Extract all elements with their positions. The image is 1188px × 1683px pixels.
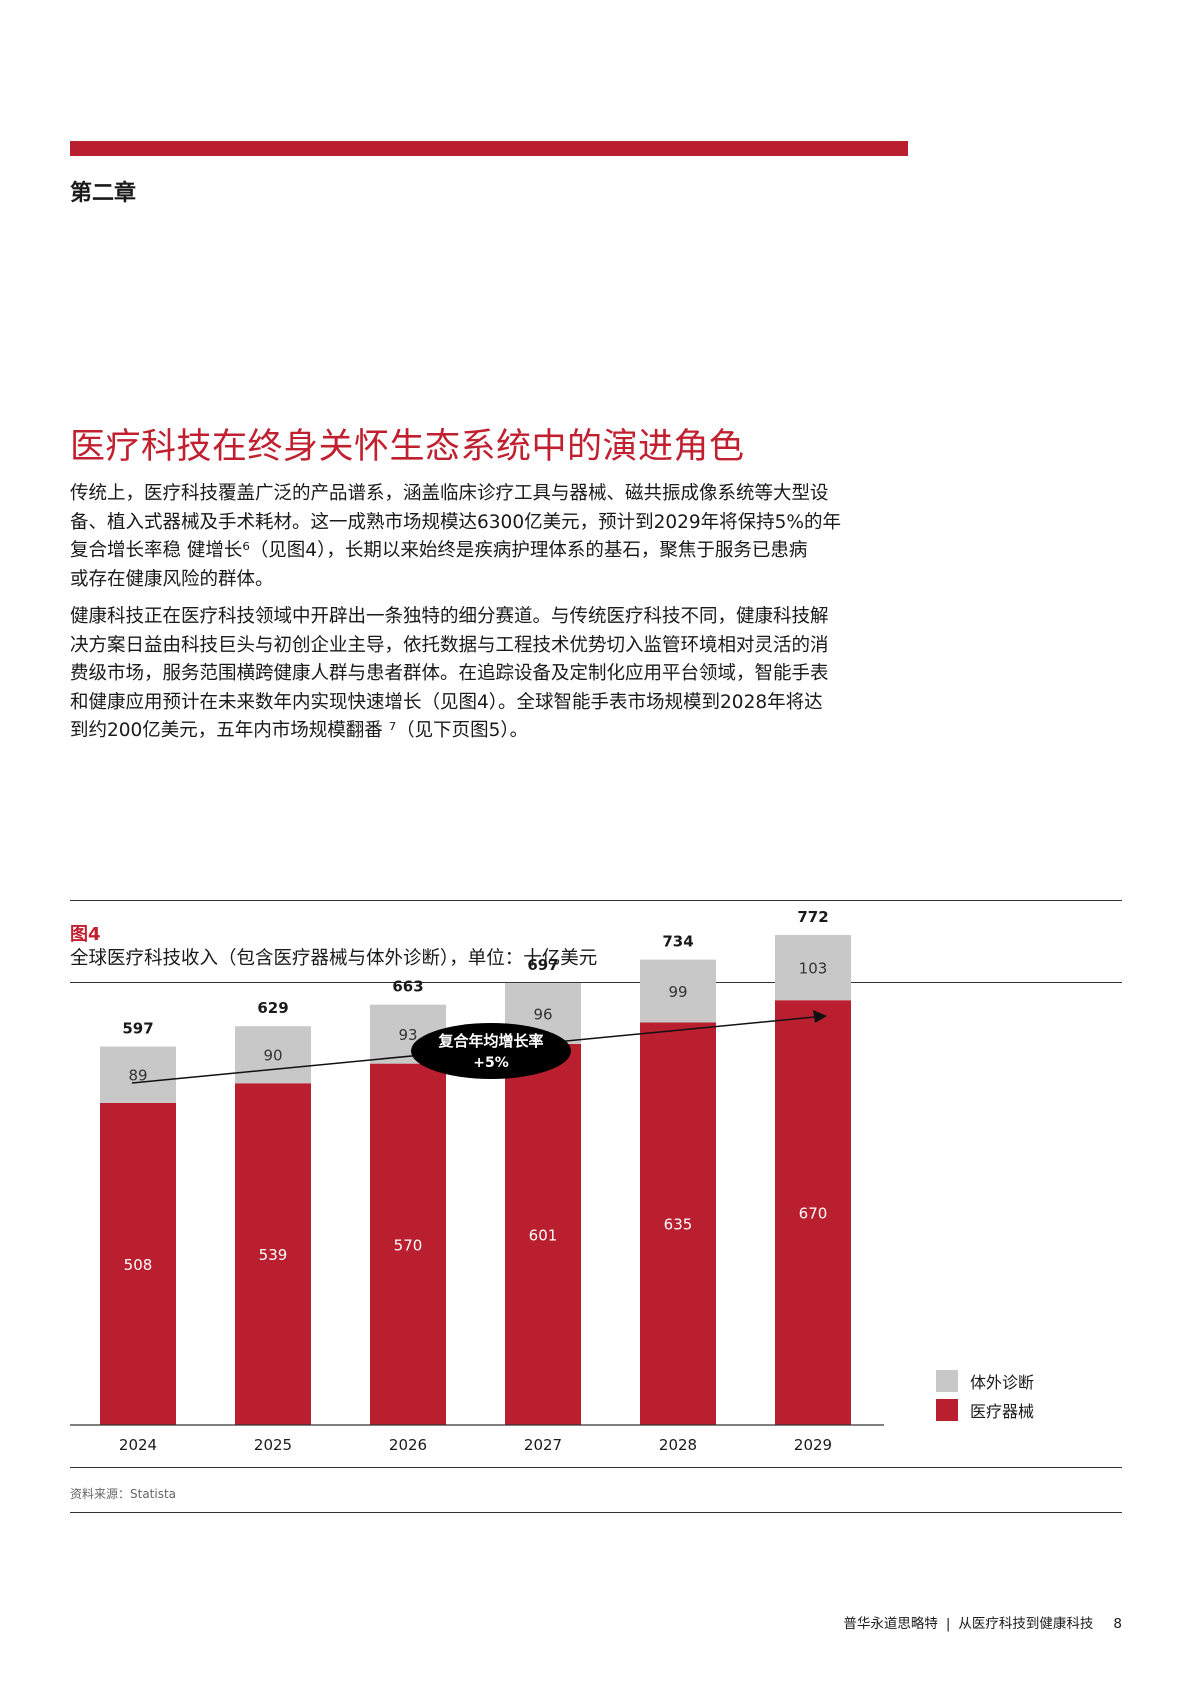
paragraph-line: 决方案日益由科技巨头与初创企业主导，依托数据与工程技术优势切入监管环境相对灵活的… <box>70 634 829 656</box>
bar-total-label: 597 <box>122 1020 153 1038</box>
bar-total-label: 629 <box>257 999 288 1017</box>
bar-label-ivd: 103 <box>799 960 828 978</box>
footer-separator: | <box>945 1616 951 1632</box>
source-top-rule <box>70 1467 1122 1468</box>
x-tick-label: 2028 <box>659 1436 697 1454</box>
bar-devices <box>100 1102 176 1425</box>
footer-title: 从医疗科技到健康科技 <box>958 1616 1094 1632</box>
paragraph-line: 或存在健康风险的群体。 <box>70 568 274 590</box>
legend-label-ivd: 体外诊断 <box>970 1373 1035 1392</box>
paragraph-line: 费级市场，服务范围横跨健康人群与患者群体。在追踪设备及定制化应用平台领域，智能手… <box>70 663 829 684</box>
bar-label-devices: 635 <box>664 1216 693 1234</box>
figure-caption: 全球医疗科技收入（包含医疗器械与体外诊断），单位：十亿美元 <box>70 948 598 969</box>
bar-ivd <box>775 934 851 1001</box>
cagr-badge-value: +5% <box>473 1055 509 1071</box>
legend-item-devices: 医疗器械 <box>936 1399 1034 1421</box>
bar-total-label: 697 <box>527 956 558 974</box>
figure-label: 图4 <box>70 924 101 945</box>
bar-label-devices: 601 <box>529 1226 558 1244</box>
legend-item-ivd: 体外诊断 <box>936 1370 1034 1392</box>
bar-devices <box>640 1022 716 1425</box>
figure-top-rule <box>70 900 1122 901</box>
bar-label-ivd: 90 <box>263 1047 282 1065</box>
bar-total-label: 772 <box>797 908 828 926</box>
paragraph-line: 和健康应用预计在未来数年内实现快速增长（见图4）。全球智能手表市场规模到2028… <box>70 691 823 713</box>
x-tick-label: 2026 <box>389 1436 427 1454</box>
bar-devices <box>370 1063 446 1425</box>
figure-caption-rule <box>70 982 1122 983</box>
chapter-label: 第二章 <box>70 181 137 206</box>
bar-label-devices: 539 <box>259 1246 288 1264</box>
cagr-arrow-head <box>813 1010 827 1023</box>
x-tick-label: 2027 <box>524 1436 562 1454</box>
bar-label-ivd: 99 <box>668 983 687 1001</box>
bar-total-label: 663 <box>392 978 423 996</box>
bar-label-ivd: 96 <box>533 1006 552 1024</box>
chart-legend: 体外诊断 医疗器械 <box>936 1370 1034 1428</box>
cagr-badge-title: 复合年均增长率 <box>437 1032 543 1050</box>
paragraph-line: 传统上，医疗科技覆盖广泛的产品谱系，涵盖临床诊疗工具与器械、磁共振成像系统等大型… <box>70 483 829 504</box>
legend-label-devices: 医疗器械 <box>970 1402 1035 1421</box>
paragraph-2: 健康科技正在医疗科技领域中开辟出一条独特的细分赛道。与传统医疗科技不同，健康科技… <box>70 603 905 746</box>
paragraph-line: 复合增长率稳 健增长⁶（见图4），长期以来始终是疾病护理体系的基石，聚焦于服务已… <box>70 540 808 561</box>
section-title: 医疗科技在终身关怀生态系统中的演进角色 <box>70 427 745 467</box>
x-tick-label: 2025 <box>254 1436 292 1454</box>
source-note: 资料来源：Statista <box>70 1487 177 1501</box>
footer-brand: 普华永道思略特 <box>843 1616 938 1632</box>
bar-label-devices: 508 <box>124 1256 153 1274</box>
bar-ivd <box>100 1046 176 1103</box>
source-bottom-rule <box>70 1512 1122 1513</box>
bar-label-ivd: 93 <box>398 1026 417 1044</box>
bar-devices <box>505 1043 581 1425</box>
legend-swatch-ivd <box>936 1370 958 1392</box>
page-footer: 普华永道思略特 | 从医疗科技到健康科技 8 <box>843 1612 1122 1632</box>
cagr-badge <box>411 1023 571 1079</box>
x-tick-label: 2029 <box>794 1436 832 1454</box>
bar-label-devices: 570 <box>394 1236 423 1254</box>
x-tick-label: 2024 <box>119 1436 157 1454</box>
bar-total-label: 734 <box>662 933 693 951</box>
paragraph-line: 到约200亿美元，五年内市场规模翻番 ⁷（见下页图5）。 <box>70 720 529 741</box>
paragraph-line: 健康科技正在医疗科技领域中开辟出一条独特的细分赛道。与传统医疗科技不同，健康科技… <box>70 606 829 627</box>
bar-devices <box>775 1000 851 1425</box>
header-accent-bar <box>70 141 908 156</box>
page-number: 8 <box>1113 1616 1122 1632</box>
paragraph-line: 备、植入式器械及手术耗材。这一成熟市场规模达6300亿美元，预计到2029年将保… <box>70 511 842 533</box>
legend-swatch-devices <box>936 1399 958 1421</box>
bar-devices <box>235 1083 311 1425</box>
paragraph-1: 传统上，医疗科技覆盖广泛的产品谱系，涵盖临床诊疗工具与器械、磁共振成像系统等大型… <box>70 480 905 594</box>
bar-label-devices: 670 <box>799 1205 828 1223</box>
bar-ivd <box>640 959 716 1023</box>
bar-ivd <box>235 1026 311 1084</box>
bar-label-ivd: 89 <box>128 1067 147 1085</box>
